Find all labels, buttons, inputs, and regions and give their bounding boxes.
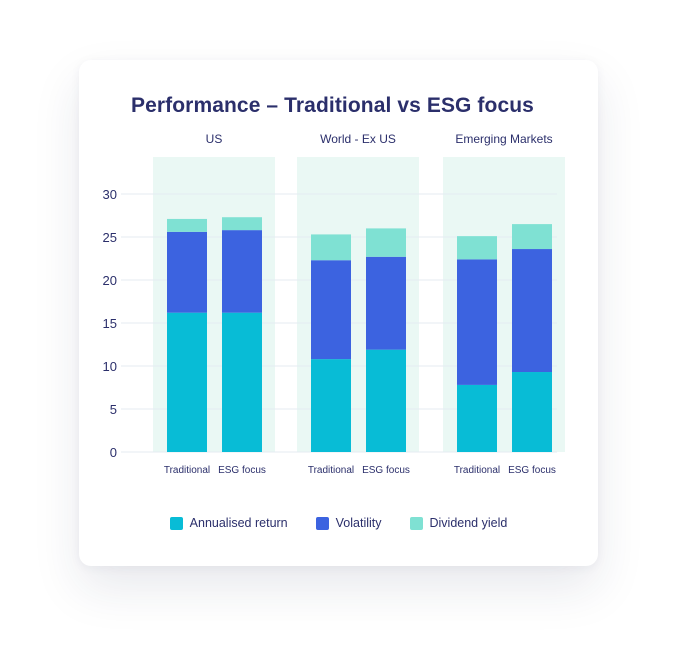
bar-segment-g3-traditional-s2 <box>457 259 497 385</box>
x-tick-label-g1-1: Traditional <box>164 465 210 476</box>
bar-segment-g2-esg-s3 <box>366 228 406 257</box>
x-tick-label-g2-1: Traditional <box>308 465 354 476</box>
chart-card: Performance – Traditional vs ESG focus 0… <box>79 60 598 566</box>
legend-label-3: Dividend yield <box>429 516 508 530</box>
y-tick-label-30: 30 <box>103 187 117 202</box>
bar-segment-g2-traditional-s3 <box>311 234 351 261</box>
chart-legend: Annualised return Volatility Dividend yiel… <box>79 516 598 530</box>
bar-segment-g1-esg-s1 <box>222 312 262 452</box>
x-tick-label-g2-2: ESG focus <box>362 465 410 476</box>
bar-segment-g2-traditional-s1 <box>311 359 351 452</box>
legend-label-2: Volatility <box>335 516 382 530</box>
group-label-1: US <box>206 132 223 146</box>
group-label-3: Emerging Markets <box>455 132 552 146</box>
y-tick-label-10: 10 <box>103 359 117 374</box>
legend-item-3: Dividend yield <box>409 516 508 530</box>
x-tick-label-g3-1: Traditional <box>454 465 500 476</box>
bar-segment-g2-esg-s1 <box>366 349 406 452</box>
bar-segment-g3-esg-s2 <box>512 249 552 373</box>
bar-segment-g3-traditional-s1 <box>457 384 497 452</box>
legend-label-1: Annualised return <box>189 516 288 530</box>
bar-segment-g2-esg-s2 <box>366 256 406 350</box>
bar-segment-g3-traditional-s3 <box>457 236 497 260</box>
bar-segment-g3-esg-s3 <box>512 224 552 250</box>
bar-segment-g3-esg-s1 <box>512 372 552 452</box>
bar-segment-g1-esg-s3 <box>222 217 262 231</box>
y-tick-label-5: 5 <box>110 402 117 417</box>
bar-segment-g2-traditional-s2 <box>311 260 351 360</box>
y-tick-label-15: 15 <box>103 316 117 331</box>
legend-swatch-3 <box>409 516 423 530</box>
legend-item-2: Volatility <box>315 516 382 530</box>
y-tick-label-25: 25 <box>103 230 117 245</box>
stacked-bar-chart: 0 5 10 15 20 25 30 US World - Ex US Emerging Mark… <box>103 132 565 476</box>
legend-swatch-1 <box>169 516 183 530</box>
group-label-2: World - Ex US <box>320 132 396 146</box>
y-tick-label-20: 20 <box>103 273 117 288</box>
y-tick-label-0: 0 <box>110 445 117 460</box>
bar-segment-g1-traditional-s1 <box>167 312 207 452</box>
legend-swatch-2 <box>315 516 329 530</box>
x-tick-label-g3-2: ESG focus <box>508 465 556 476</box>
chart-title: Performance – Traditional vs ESG focus <box>131 94 534 117</box>
legend-item-1: Annualised return <box>169 516 288 530</box>
x-tick-label-g1-2: ESG focus <box>218 465 266 476</box>
bar-segment-g1-esg-s2 <box>222 230 262 313</box>
bar-segment-g1-traditional-s2 <box>167 231 207 313</box>
bar-segment-g1-traditional-s3 <box>167 218 207 232</box>
